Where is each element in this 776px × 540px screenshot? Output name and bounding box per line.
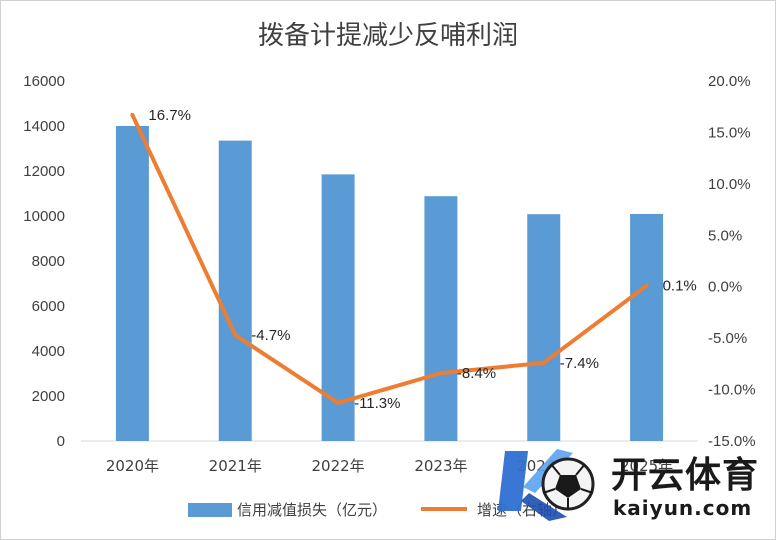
data-label: -4.7% [251,327,290,344]
legend-bar-swatch [188,503,232,517]
data-label: -11.3% [354,395,400,412]
data-label: -8.4% [457,365,496,382]
left-tick-label: 10000 [23,208,65,225]
category-labels: 2020年2021年2022年2023年2024年2025年 [106,457,673,475]
legend-bar-label: 信用减值损失（亿元） [237,501,387,519]
bar [630,213,664,441]
right-tick-label: 5.0% [708,227,742,244]
watermark-text: 开云体育 [611,455,759,496]
line-point [438,371,443,376]
left-tick-label: 16000 [23,73,65,90]
line-point [130,112,135,117]
right-tick-label: 15.0% [708,124,751,141]
watermark-subtext: kaiyun.com [613,496,752,520]
line-point [336,400,341,405]
soccer-ball-k-logo-icon [498,449,595,521]
left-tick-label: 0 [57,433,65,450]
category-label: 2020年 [106,457,159,475]
left-tick-label: 12000 [23,163,65,180]
right-axis: -15.0% -10.0% -5.0% 0.0% 5.0% 10.0% 15.0% 20.0% [708,73,756,450]
right-tick-label: 10.0% [708,176,751,193]
left-tick-label: 14000 [23,118,65,135]
left-tick-label: 4000 [32,343,65,360]
bar [424,196,458,441]
data-label: 16.7% [148,107,191,124]
bar [527,214,561,441]
right-tick-label: 20.0% [708,73,751,90]
category-label: 2023年 [414,457,467,475]
right-tick-label: -5.0% [708,330,747,347]
left-tick-label: 2000 [32,388,65,405]
line-series [130,112,649,405]
category-label: 2022年 [311,457,364,475]
line-point [233,333,238,338]
category-label: 2021年 [209,457,262,475]
left-tick-label: 6000 [32,298,65,315]
left-axis: 0 2000 4000 6000 8000 10000 12000 14000 16000 [23,73,65,450]
line-point [644,283,649,288]
data-label: -7.4% [560,355,599,372]
right-tick-label: -15.0% [708,433,756,450]
category-label: 2025年 [620,457,673,475]
data-label: 0.1% [663,278,697,295]
line-point [541,360,546,365]
bar [115,126,149,441]
data-labels: 16.7% -4.7% -11.3% -8.4% -7.4% 0.1% [148,107,696,412]
right-tick-label: 0.0% [708,279,742,296]
bar-series [115,126,664,441]
chart-title: 拨备计提减少反哺利润 [258,21,518,51]
left-tick-label: 8000 [32,253,65,270]
growth-line [130,112,649,405]
right-tick-label: -10.0% [708,382,756,399]
watermark: 开云体育 kaiyun.com [498,449,759,521]
bar [218,140,252,441]
